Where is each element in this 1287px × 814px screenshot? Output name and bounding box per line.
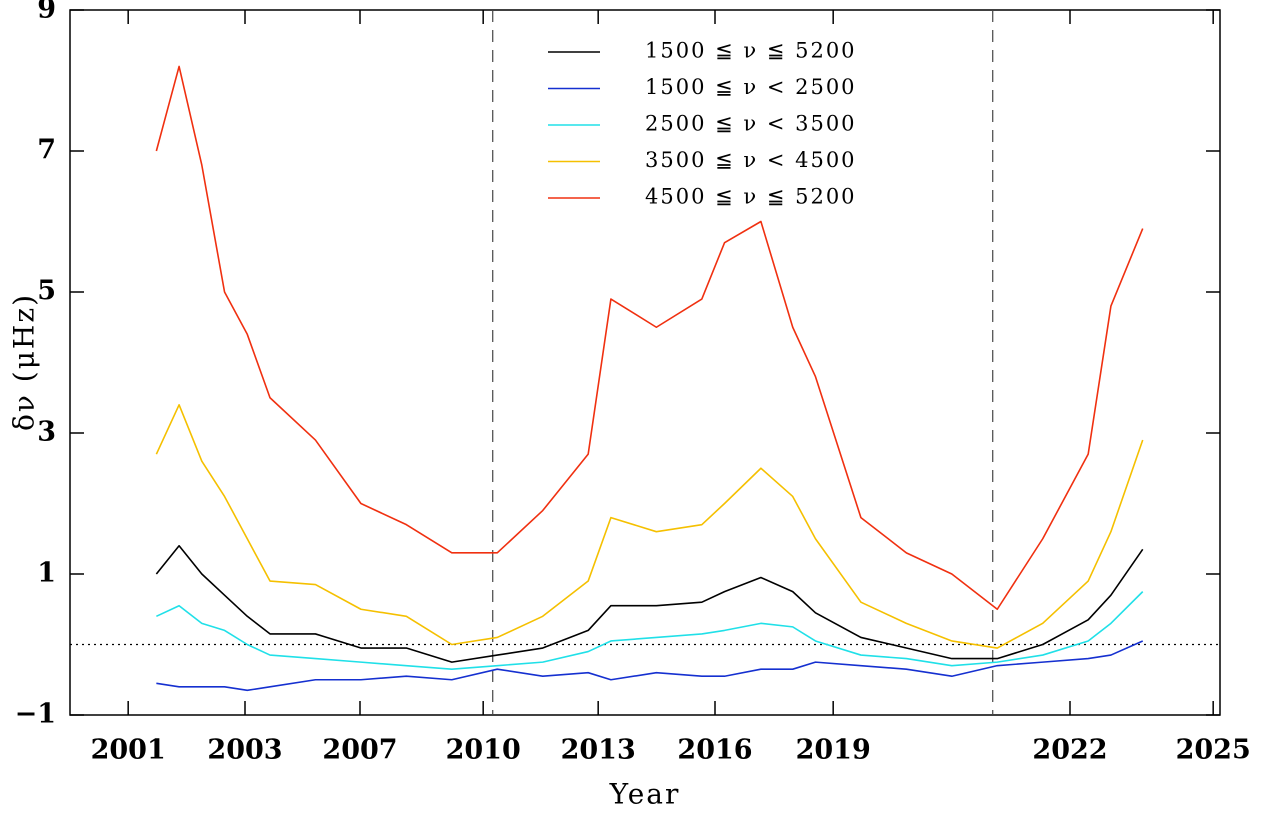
- legend-label: 3500 ≦ ν < 4500: [645, 148, 857, 172]
- x-tick-label: 2003: [207, 735, 282, 766]
- legend-label: 2500 ≦ ν < 3500: [645, 112, 857, 136]
- series-line: [156, 591, 1144, 670]
- x-tick-label: 2013: [561, 735, 636, 766]
- x-tick-label: 2025: [1176, 735, 1251, 766]
- series-line: [155, 404, 1144, 649]
- x-tick-label: 2019: [796, 735, 871, 766]
- y-tick-label: 7: [37, 135, 56, 166]
- series-line: [155, 545, 1144, 663]
- y-axis-title: δν (μHz): [8, 293, 41, 431]
- x-tick-label: 2010: [446, 735, 521, 766]
- y-tick-label: 3: [37, 417, 56, 448]
- series-line: [155, 65, 1144, 611]
- y-tick-label: 5: [37, 276, 56, 307]
- x-axis-title: Year: [609, 778, 681, 811]
- x-tick-label: 2016: [677, 735, 752, 766]
- legend-label: 1500 ≦ ν < 2500: [645, 75, 857, 99]
- y-tick-label: 1: [37, 558, 56, 589]
- legend-label: 4500 ≦ ν ≦ 5200: [645, 185, 857, 209]
- series-line: [156, 640, 1144, 692]
- legend-label: 1500 ≦ ν ≦ 5200: [645, 39, 857, 63]
- y-tick-label: 9: [37, 0, 56, 25]
- plot-frame: [69, 9, 1221, 716]
- y-tick-label: −1: [15, 699, 56, 730]
- x-tick-label: 2001: [91, 735, 166, 766]
- x-tick-label: 2007: [322, 735, 397, 766]
- x-tick-label: 2022: [1032, 735, 1107, 766]
